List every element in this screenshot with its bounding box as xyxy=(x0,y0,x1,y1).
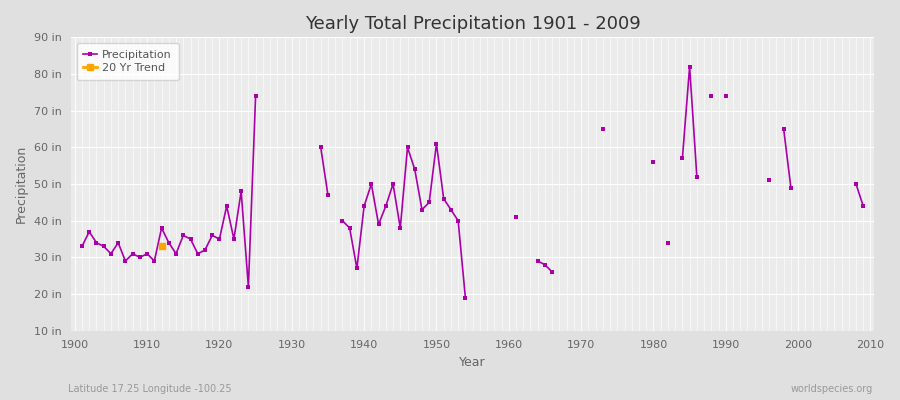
Line: Precipitation: Precipitation xyxy=(80,64,865,300)
Y-axis label: Precipitation: Precipitation xyxy=(15,145,28,223)
Precipitation xyxy=(598,127,608,132)
Legend: Precipitation, 20 Yr Trend: Precipitation, 20 Yr Trend xyxy=(76,43,179,80)
Precipitation xyxy=(858,204,868,208)
X-axis label: Year: Year xyxy=(459,356,486,369)
Text: worldspecies.org: worldspecies.org xyxy=(791,384,873,394)
Precipitation xyxy=(134,255,145,260)
Precipitation xyxy=(344,226,355,230)
Text: Latitude 17.25 Longitude -100.25: Latitude 17.25 Longitude -100.25 xyxy=(68,384,231,394)
Precipitation xyxy=(510,215,521,220)
Precipitation xyxy=(76,244,87,249)
Title: Yearly Total Precipitation 1901 - 2009: Yearly Total Precipitation 1901 - 2009 xyxy=(305,15,641,33)
